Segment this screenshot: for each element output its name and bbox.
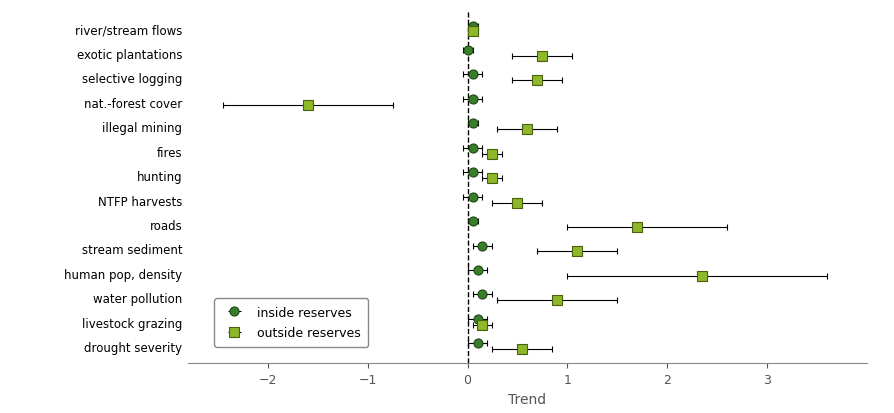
X-axis label: Trend: Trend [509,392,546,406]
Legend: inside reserves, outside reserves: inside reserves, outside reserves [215,298,368,347]
